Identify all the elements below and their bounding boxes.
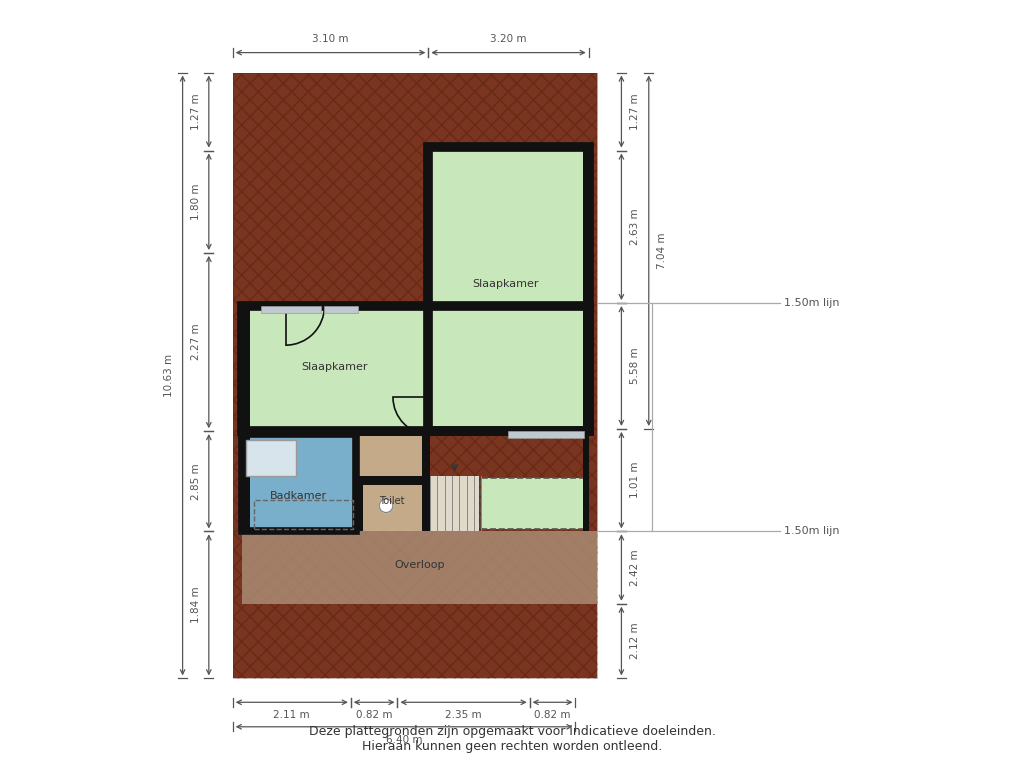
Text: 0.82 m: 0.82 m [356,710,392,720]
Text: Toilet: Toilet [379,496,404,506]
Bar [242,306,251,531]
Bar [232,72,597,678]
Bar [242,427,589,435]
Bar [356,435,430,531]
Bar [508,431,585,438]
Bar [242,531,597,604]
Text: Hieraan kunnen geen rechten worden ontleend.: Hieraan kunnen geen rechten worden ontle… [361,740,663,753]
Bar [422,435,430,531]
Bar [254,500,352,529]
Bar [242,306,589,431]
Text: 1.80 m: 1.80 m [190,184,201,220]
Text: 2.35 m: 2.35 m [445,710,482,720]
Circle shape [379,499,393,512]
Text: 1.50m lijn: 1.50m lijn [784,298,840,308]
Bar [428,147,589,431]
Text: 0.82 m: 0.82 m [535,710,570,720]
Bar [481,478,587,529]
Text: 1.50m lijn: 1.50m lijn [784,526,840,536]
Text: 5.58 m: 5.58 m [630,348,640,384]
Text: 2.27 m: 2.27 m [190,324,201,360]
Text: 2.12 m: 2.12 m [630,623,640,660]
Text: 2.11 m: 2.11 m [273,710,310,720]
Text: Overloop: Overloop [394,560,444,570]
Bar [356,475,364,531]
Text: 1.27 m: 1.27 m [630,93,640,130]
Text: Slaapkamer: Slaapkamer [473,279,539,289]
Bar [325,306,357,313]
Bar [246,440,296,475]
Text: Slaapkamer: Slaapkamer [302,362,369,372]
Bar [356,475,430,485]
Text: Badkamer: Badkamer [269,491,327,501]
Text: 2.42 m: 2.42 m [630,549,640,586]
Bar [481,478,587,529]
Text: 7.04 m: 7.04 m [657,233,667,269]
Bar [242,435,356,531]
Bar [583,147,589,531]
Bar [430,475,479,531]
Bar [261,306,321,313]
Text: 1.01 m: 1.01 m [630,462,640,498]
Text: 1.27 m: 1.27 m [190,93,201,130]
Bar [242,435,356,531]
Text: 3.20 m: 3.20 m [490,35,526,45]
Bar [428,147,589,431]
Text: 1.84 m: 1.84 m [190,587,201,623]
Text: Deze plattegronden zijn opgemaakt voor indicatieve doeleinden.: Deze plattegronden zijn opgemaakt voor i… [308,726,716,738]
Text: 6.40 m: 6.40 m [386,735,422,745]
Text: 2.63 m: 2.63 m [630,208,640,245]
Text: 3.10 m: 3.10 m [312,35,349,45]
Text: 2.85 m: 2.85 m [190,463,201,499]
Bar [242,306,428,431]
Text: 10.63 m: 10.63 m [165,354,174,397]
Bar [232,72,597,678]
